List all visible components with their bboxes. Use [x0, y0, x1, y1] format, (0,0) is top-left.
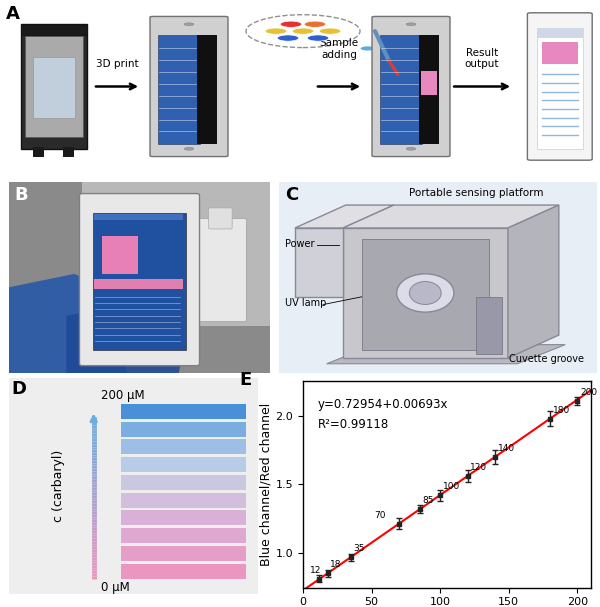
- Circle shape: [304, 21, 326, 27]
- Polygon shape: [508, 205, 559, 358]
- FancyBboxPatch shape: [94, 214, 182, 220]
- FancyBboxPatch shape: [121, 475, 245, 490]
- Text: 120: 120: [470, 463, 487, 472]
- Text: Sample
adding: Sample adding: [319, 38, 359, 59]
- FancyBboxPatch shape: [527, 13, 592, 160]
- Ellipse shape: [409, 282, 441, 305]
- FancyBboxPatch shape: [121, 457, 245, 472]
- FancyBboxPatch shape: [121, 439, 245, 455]
- FancyBboxPatch shape: [21, 25, 87, 35]
- Polygon shape: [362, 239, 489, 350]
- Text: 140: 140: [498, 444, 515, 453]
- Circle shape: [361, 46, 375, 50]
- Text: 0 μM: 0 μM: [101, 581, 130, 594]
- FancyBboxPatch shape: [63, 147, 74, 157]
- FancyBboxPatch shape: [33, 57, 75, 118]
- FancyBboxPatch shape: [537, 28, 583, 149]
- Text: 18: 18: [331, 560, 342, 569]
- Polygon shape: [343, 228, 508, 358]
- FancyBboxPatch shape: [537, 28, 583, 38]
- Circle shape: [319, 28, 341, 34]
- Circle shape: [277, 35, 299, 41]
- FancyBboxPatch shape: [101, 236, 138, 274]
- Text: y=0.72954+0.00693x: y=0.72954+0.00693x: [317, 398, 448, 411]
- Circle shape: [265, 28, 287, 34]
- FancyBboxPatch shape: [121, 404, 245, 419]
- FancyBboxPatch shape: [94, 279, 182, 289]
- FancyBboxPatch shape: [121, 528, 245, 543]
- Circle shape: [307, 35, 329, 41]
- Text: c (carbaryl): c (carbaryl): [52, 450, 65, 522]
- FancyBboxPatch shape: [121, 546, 245, 561]
- Text: Result
output: Result output: [464, 47, 499, 69]
- Text: 3D print: 3D print: [95, 59, 139, 69]
- FancyBboxPatch shape: [421, 71, 437, 95]
- Polygon shape: [9, 274, 127, 373]
- FancyBboxPatch shape: [92, 212, 187, 350]
- FancyBboxPatch shape: [158, 35, 200, 144]
- Text: Portable sensing platform: Portable sensing platform: [409, 188, 544, 198]
- Text: 35: 35: [354, 544, 365, 553]
- Polygon shape: [295, 228, 343, 297]
- Text: 100: 100: [443, 482, 460, 491]
- FancyBboxPatch shape: [194, 219, 247, 322]
- Text: 200: 200: [580, 388, 597, 396]
- FancyBboxPatch shape: [380, 35, 422, 144]
- Text: 200 μM: 200 μM: [101, 389, 145, 402]
- Circle shape: [280, 21, 302, 27]
- Text: 70: 70: [374, 510, 386, 520]
- Text: A: A: [6, 5, 20, 23]
- FancyBboxPatch shape: [372, 16, 450, 157]
- FancyBboxPatch shape: [82, 182, 270, 325]
- FancyBboxPatch shape: [476, 297, 502, 354]
- FancyBboxPatch shape: [209, 208, 232, 229]
- Circle shape: [406, 23, 416, 25]
- Polygon shape: [67, 300, 192, 373]
- Text: UV lamp: UV lamp: [286, 299, 327, 308]
- Text: R²=0.99118: R²=0.99118: [317, 418, 389, 432]
- Y-axis label: Blue channel/Red channel: Blue channel/Red channel: [260, 403, 273, 566]
- FancyBboxPatch shape: [542, 41, 578, 64]
- FancyBboxPatch shape: [419, 35, 439, 144]
- Text: 180: 180: [553, 405, 570, 415]
- Circle shape: [406, 148, 416, 150]
- Circle shape: [184, 23, 194, 25]
- Circle shape: [184, 148, 194, 150]
- Text: D: D: [11, 381, 26, 398]
- FancyBboxPatch shape: [121, 564, 245, 578]
- FancyBboxPatch shape: [79, 194, 200, 365]
- Text: E: E: [239, 371, 252, 389]
- FancyBboxPatch shape: [33, 147, 44, 157]
- FancyBboxPatch shape: [150, 16, 228, 157]
- Ellipse shape: [397, 274, 454, 312]
- Text: 85: 85: [422, 496, 434, 505]
- Polygon shape: [343, 205, 559, 228]
- Circle shape: [246, 15, 360, 47]
- Text: Cuvette groove: Cuvette groove: [509, 354, 584, 364]
- Circle shape: [292, 28, 314, 34]
- Text: C: C: [286, 186, 299, 204]
- Polygon shape: [327, 345, 565, 364]
- Text: 12: 12: [310, 566, 321, 575]
- FancyBboxPatch shape: [197, 35, 217, 144]
- FancyBboxPatch shape: [25, 36, 83, 137]
- Polygon shape: [295, 205, 394, 228]
- Text: B: B: [14, 186, 28, 204]
- FancyBboxPatch shape: [21, 24, 87, 149]
- FancyBboxPatch shape: [9, 182, 270, 373]
- FancyBboxPatch shape: [121, 510, 245, 526]
- Text: Power: Power: [286, 239, 315, 249]
- FancyBboxPatch shape: [9, 378, 258, 594]
- FancyBboxPatch shape: [279, 182, 597, 373]
- FancyBboxPatch shape: [121, 422, 245, 436]
- FancyBboxPatch shape: [121, 493, 245, 507]
